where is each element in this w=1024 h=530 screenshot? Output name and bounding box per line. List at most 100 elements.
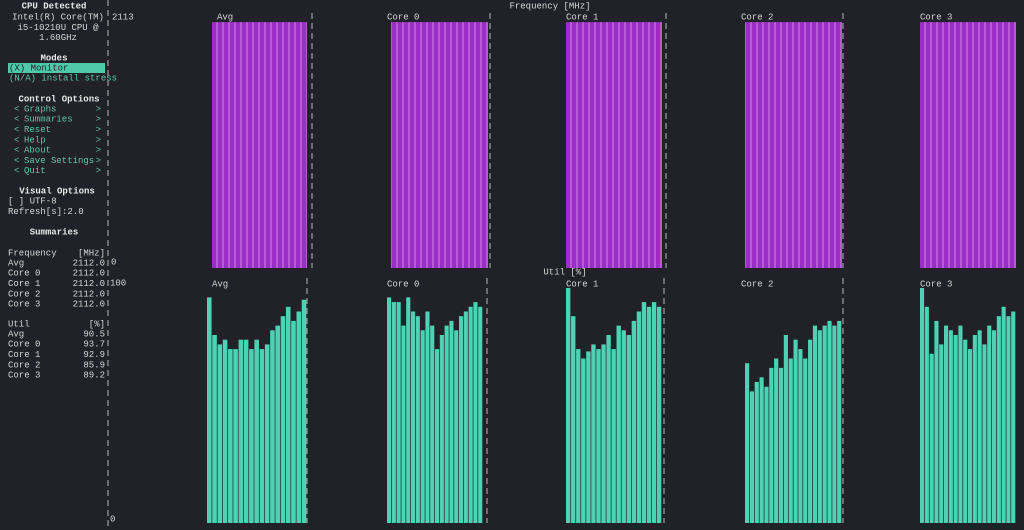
summary-value: 2112.0 bbox=[73, 279, 105, 289]
util-bar bbox=[641, 302, 647, 523]
menu-item[interactable]: Reset bbox=[24, 125, 51, 135]
util-bar bbox=[996, 316, 1001, 523]
util-bar bbox=[411, 311, 416, 523]
util-bar bbox=[827, 320, 832, 523]
util-bar bbox=[238, 339, 244, 523]
util-bar bbox=[749, 391, 754, 523]
menu-bracket: < bbox=[14, 135, 19, 145]
summary-value: 90.5 bbox=[83, 329, 105, 339]
util-bar bbox=[832, 325, 837, 523]
summary-label: Core 1 bbox=[8, 279, 40, 289]
util-bar bbox=[473, 302, 478, 523]
util-bar bbox=[929, 353, 934, 523]
summary-label: Avg bbox=[8, 329, 24, 339]
util-bar bbox=[430, 325, 435, 523]
menu-item[interactable]: Save Settings bbox=[24, 156, 94, 166]
util-bar bbox=[982, 344, 987, 523]
cpu-line: 1.60GHz bbox=[39, 33, 77, 43]
util-bar bbox=[769, 367, 774, 523]
summary-value: 93.7 bbox=[83, 340, 105, 350]
menu-bracket: < bbox=[14, 104, 19, 114]
util-bar bbox=[591, 344, 596, 523]
axis-max: 2113 bbox=[112, 12, 134, 22]
util-bar bbox=[454, 330, 459, 523]
panel-label: Core 0 bbox=[387, 279, 419, 289]
menu-item[interactable]: Summaries bbox=[24, 115, 73, 125]
util-bar bbox=[586, 351, 591, 523]
menu-bracket: > bbox=[96, 115, 101, 125]
menu-item[interactable]: Graphs bbox=[24, 104, 56, 114]
summary-label: Core 1 bbox=[8, 350, 40, 360]
menu-bracket: > bbox=[96, 146, 101, 156]
util-bar bbox=[264, 344, 270, 523]
menu-bracket: > bbox=[96, 135, 101, 145]
util-bar bbox=[233, 349, 238, 523]
panel-label: Core 2 bbox=[741, 12, 773, 22]
util-bar bbox=[774, 358, 779, 523]
mode-highlight bbox=[8, 63, 105, 73]
axis-max: 100 bbox=[110, 278, 126, 288]
util-bar bbox=[270, 330, 275, 523]
util-bar bbox=[285, 306, 291, 523]
panel-label: Core 1 bbox=[566, 12, 598, 22]
util-bar bbox=[459, 316, 464, 523]
util-bar bbox=[963, 339, 968, 523]
summary-unit: [MHz] bbox=[78, 248, 105, 258]
frequency-bar bbox=[212, 22, 307, 268]
mode-option[interactable]: (X) Monitor bbox=[9, 63, 68, 73]
summary-value: 2112.0 bbox=[73, 300, 105, 310]
util-bar bbox=[754, 382, 759, 523]
panel-label: Core 1 bbox=[566, 279, 598, 289]
util-bar bbox=[759, 377, 764, 523]
menu-item[interactable]: About bbox=[24, 146, 51, 156]
util-bar bbox=[468, 306, 473, 523]
panel-label: Core 0 bbox=[387, 12, 419, 22]
frequency-bar bbox=[745, 22, 842, 268]
util-bar bbox=[616, 325, 621, 523]
summary-label: Core 2 bbox=[8, 289, 40, 299]
visual-option[interactable]: Refresh[s]:2.0 bbox=[8, 207, 84, 217]
menu-bracket: > bbox=[96, 104, 101, 114]
summary-label: Core 3 bbox=[8, 300, 40, 310]
util-bar bbox=[822, 325, 827, 523]
menu-bracket: < bbox=[14, 125, 19, 135]
summary-label: Avg bbox=[8, 258, 24, 268]
heading: Modes bbox=[40, 53, 67, 63]
menu-item[interactable]: Quit bbox=[24, 166, 46, 176]
visual-option[interactable]: [ ] UTF-8 bbox=[8, 196, 57, 206]
util-bar bbox=[783, 335, 788, 523]
util-bar bbox=[420, 330, 425, 523]
util-bar bbox=[576, 349, 581, 523]
util-bar bbox=[243, 339, 249, 523]
util-bar bbox=[958, 325, 963, 523]
panel-label: Core 3 bbox=[920, 12, 952, 22]
axis-min: 0 bbox=[111, 257, 116, 267]
util-bar bbox=[449, 320, 454, 523]
util-bar bbox=[651, 302, 657, 523]
util-bar bbox=[764, 386, 769, 523]
util-bar bbox=[924, 306, 929, 523]
util-bar bbox=[992, 330, 997, 523]
util-bar bbox=[406, 297, 411, 523]
util-bar bbox=[444, 325, 449, 523]
util-bar bbox=[646, 306, 652, 523]
util-bar bbox=[631, 320, 637, 523]
summary-value: 2112.0 bbox=[73, 289, 105, 299]
util-bar bbox=[745, 363, 750, 523]
util-bar bbox=[207, 297, 212, 523]
heading: Control Options bbox=[18, 94, 99, 104]
mode-option[interactable]: (N/A) install stress bbox=[9, 73, 117, 83]
util-bar bbox=[977, 330, 982, 523]
summary-value: 2112.0 bbox=[73, 269, 105, 279]
util-bar bbox=[401, 325, 406, 523]
util-bar bbox=[611, 349, 616, 523]
util-bar bbox=[301, 299, 307, 523]
util-bar bbox=[259, 349, 265, 523]
menu-item[interactable]: Help bbox=[24, 135, 46, 145]
util-bar bbox=[601, 344, 606, 523]
util-bar bbox=[425, 311, 430, 523]
frequency-bar bbox=[920, 22, 1016, 268]
summary-title: Frequency bbox=[8, 248, 57, 258]
